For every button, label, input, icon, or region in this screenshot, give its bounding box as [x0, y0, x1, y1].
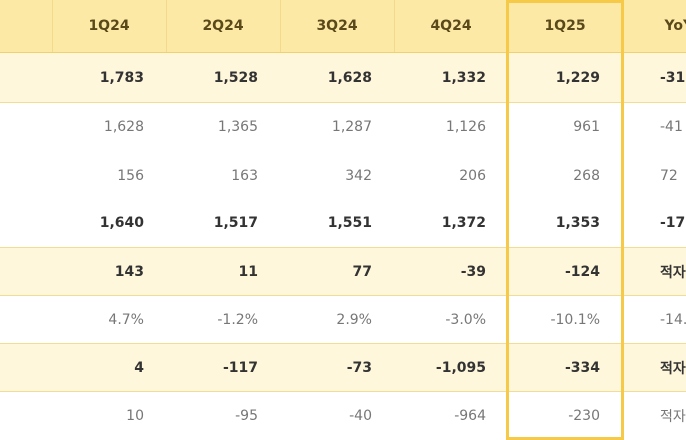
table-cell: -14.8: [660, 311, 686, 328]
table-cell: 10: [126, 408, 144, 425]
row-label: [0, 152, 52, 200]
table-cell: 1,783: [52, 52, 166, 103]
table-cell: -41: [660, 119, 683, 136]
table-cell: -1,095: [394, 343, 508, 392]
table-cell: -230: [568, 408, 600, 425]
column-header: 1Q25: [508, 0, 623, 53]
table-cell: 72: [660, 167, 678, 184]
table-cell: 961: [573, 119, 600, 136]
table-cell: 1,628: [103, 119, 144, 136]
table-row: 143 11 77 -39 -124 적자: [0, 247, 686, 296]
column-header: 3Q24: [280, 0, 395, 53]
table-cell: 1,551: [327, 215, 372, 232]
column-header: 2Q24: [166, 0, 281, 53]
table-cell: 적자: [622, 343, 686, 392]
table-cell: -95: [235, 408, 258, 425]
table-cell: 1,332: [394, 52, 508, 103]
table-cell: 156: [117, 167, 144, 184]
table-cell: 342: [345, 167, 372, 184]
table-row: 1,640 1,517 1,551 1,372 1,353 -17: [0, 200, 686, 248]
table-cell: -334: [508, 343, 622, 392]
column-header: YoY: [622, 0, 686, 53]
row-label: [0, 200, 52, 248]
table-row: 1,783 1,528 1,628 1,332 1,229 -31: [0, 52, 686, 103]
table-row: 1,628 1,365 1,287 1,126 961 -41: [0, 103, 686, 152]
table-cell: 163: [231, 167, 258, 184]
table-cell: 1,640: [99, 215, 144, 232]
table-cell: 1,517: [213, 215, 258, 232]
column-header: 4Q24: [394, 0, 509, 53]
table-cell: 206: [459, 167, 486, 184]
table-cell: 1,365: [217, 119, 258, 136]
table-cell: 적자: [622, 247, 686, 296]
row-label: [0, 247, 52, 296]
row-label: [0, 296, 52, 344]
table-cell: 4.7%: [108, 311, 144, 328]
table-cell: -10.1%: [550, 311, 600, 328]
table-cell: -1.2%: [217, 311, 258, 328]
table-cell: 268: [573, 167, 600, 184]
row-label: [0, 343, 52, 392]
table-cell: -39: [394, 247, 508, 296]
row-label: [0, 52, 52, 103]
table-cell: 1,229: [508, 52, 622, 103]
table-cell: -117: [166, 343, 280, 392]
table-cell: 2.9%: [336, 311, 372, 328]
table-cell: 1,528: [166, 52, 280, 103]
table-row: 4.7% -1.2% 2.9% -3.0% -10.1% -14.8: [0, 296, 686, 344]
table-cell: 1,353: [555, 215, 600, 232]
table-cell: -40: [349, 408, 372, 425]
table-cell: 적자: [660, 409, 686, 426]
table-cell: 77: [280, 247, 394, 296]
column-header: 1Q24: [52, 0, 167, 53]
table-cell: 1,126: [445, 119, 486, 136]
row-label: [0, 103, 52, 152]
row-label: [0, 392, 52, 440]
table-row: 156 163 342 206 268 72: [0, 152, 686, 200]
table-cell: -31: [622, 52, 686, 103]
label-header: [0, 0, 53, 53]
table-cell: 1,628: [280, 52, 394, 103]
table-cell: 4: [52, 343, 166, 392]
table-cell: 1,372: [441, 215, 486, 232]
table-cell: -73: [280, 343, 394, 392]
table-cell: 11: [166, 247, 280, 296]
table-cell: -964: [454, 408, 486, 425]
header-row: 1Q242Q243Q244Q241Q25YoY: [0, 0, 686, 53]
table-cell: -3.0%: [445, 311, 486, 328]
table-cell: -17: [660, 215, 686, 232]
table-row: 10 -95 -40 -964 -230 적자: [0, 392, 686, 440]
table-cell: 1,287: [331, 119, 372, 136]
table-row: 4 -117 -73 -1,095 -334 적자: [0, 343, 686, 392]
table-cell: -124: [508, 247, 622, 296]
table-cell: 143: [52, 247, 166, 296]
